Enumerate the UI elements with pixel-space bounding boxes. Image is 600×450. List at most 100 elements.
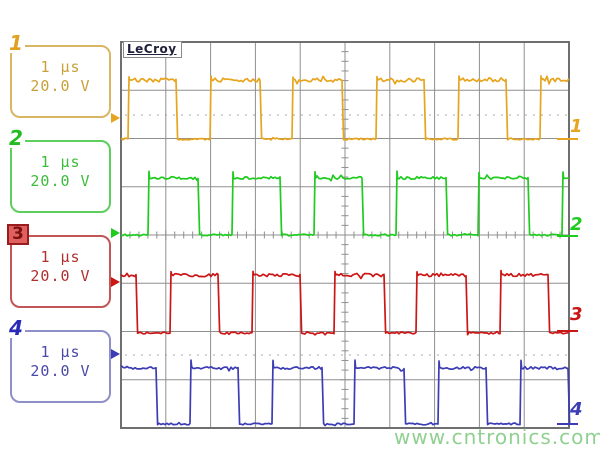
zero-level-dots-ch4 [517,354,519,356]
waveform-ch3 [120,269,570,336]
zero-level-dots-ch1 [125,114,127,116]
channel-4-number-label: 4 [7,316,25,340]
zero-level-dots-ch4 [341,354,343,356]
zero-level-dots-ch1 [565,114,567,116]
zero-level-dots-ch4 [285,354,287,356]
zero-level-dots-ch1 [181,114,183,116]
zero-level-dots-ch1 [189,114,191,116]
channel-1-info-box: 1 µs 20.0 V [10,45,111,118]
zero-level-dots-ch4 [237,354,239,356]
zero-level-dots-ch1 [309,114,311,116]
zero-level-dots-ch1 [549,114,551,116]
zero-level-dots-ch4 [429,354,431,356]
zero-level-dots-ch4 [485,354,487,356]
channel-4-volts-per-div: 20.0 V [30,362,91,380]
zero-level-dots-ch4 [525,354,527,356]
zero-level-dots-ch1 [541,114,543,116]
zero-level-dots-ch4 [501,354,503,356]
channel-4-right-marker-label: 4 [570,399,583,420]
zero-level-dots-ch1 [493,114,495,116]
zero-level-dots-ch1 [405,114,407,116]
zero-level-dots-ch1 [477,114,479,116]
zero-level-dots-ch1 [133,114,135,116]
level-arrow-icon-ch3 [111,277,120,287]
zero-level-dots-ch4 [333,354,335,356]
zero-level-dots-ch1 [237,114,239,116]
zero-level-dots-ch4 [197,354,199,356]
zero-level-dots-ch4 [373,354,375,356]
waveform-ch1 [120,75,570,141]
level-arrow-icon-ch4 [111,349,120,359]
zero-level-dots-ch4 [173,354,175,356]
zero-level-dots-ch1 [333,114,335,116]
watermark-text: www.cntronics.com [394,425,600,449]
zero-level-dots-ch1 [349,114,351,116]
zero-level-dots-ch1 [461,114,463,116]
channel-1-number-label: 1 [7,31,25,55]
zero-level-dots-ch1 [517,114,519,116]
zero-level-dots-ch1 [533,114,535,116]
zero-level-dots-ch1 [501,114,503,116]
zero-level-dots-ch4 [293,354,295,356]
zero-level-dots-ch1 [293,114,295,116]
zero-level-dots-ch1 [485,114,487,116]
zero-level-dots-ch4 [157,354,159,356]
zero-level-dots-ch4 [557,354,559,356]
zero-level-dots-ch1 [453,114,455,116]
zero-level-dots-ch1 [365,114,367,116]
zero-level-dots-ch4 [205,354,207,356]
zero-level-dots-ch1 [429,114,431,116]
zero-level-dots-ch4 [405,354,407,356]
zero-level-dots-ch4 [461,354,463,356]
zero-level-dots-ch4 [397,354,399,356]
zero-level-dots-ch1 [381,114,383,116]
zero-level-dots-ch4 [437,354,439,356]
zero-level-dots-ch1 [245,114,247,116]
channel-3-info-box: 1 µs 20.0 V [10,235,111,308]
zero-level-dots-ch4 [365,354,367,356]
zero-level-dots-ch4 [453,354,455,356]
zero-level-dots-ch4 [149,354,151,356]
zero-level-dots-ch4 [277,354,279,356]
channel-3-timebase: 1 µs [40,248,81,266]
zero-level-dots-ch4 [269,354,271,356]
channel-1-timebase: 1 µs [40,58,81,76]
zero-level-dots-ch4 [565,354,567,356]
zero-level-dots-ch4 [493,354,495,356]
zero-level-dots-ch1 [141,114,143,116]
zero-level-dots-ch1 [269,114,271,116]
zero-level-dots-ch4 [469,354,471,356]
zero-level-dots-ch1 [373,114,375,116]
zero-level-dots-ch4 [533,354,535,356]
zero-level-dots-ch4 [317,354,319,356]
zero-level-dots-ch1 [437,114,439,116]
zero-level-dots-ch4 [229,354,231,356]
zero-level-dots-ch4 [549,354,551,356]
channel-2-timebase: 1 µs [40,153,81,171]
zero-level-dots-ch4 [189,354,191,356]
zero-level-dots-ch1 [469,114,471,116]
zero-level-dots-ch4 [509,354,511,356]
zero-level-dots-ch1 [213,114,215,116]
zero-level-dots-ch4 [181,354,183,356]
zero-level-dots-ch1 [253,114,255,116]
zero-level-dots-ch1 [557,114,559,116]
channel-2-number-label: 2 [7,126,25,150]
channel-4-info-box: 1 µs 20.0 V [10,330,111,403]
zero-level-dots-ch4 [125,354,127,356]
zero-level-dots-ch4 [349,354,351,356]
channel-2-right-marker-label: 2 [570,214,583,235]
zero-level-dots-ch4 [261,354,263,356]
zero-level-dots-ch4 [381,354,383,356]
zero-level-dots-ch1 [173,114,175,116]
channel-3-number-badge: 3 [7,224,29,245]
zero-level-dots-ch4 [133,354,135,356]
zero-level-dots-ch4 [325,354,327,356]
zero-level-dots-ch1 [397,114,399,116]
zero-level-dots-ch4 [541,354,543,356]
channel-2-volts-per-div: 20.0 V [30,172,91,190]
zero-level-dots-ch4 [213,354,215,356]
channel-2-info-box: 1 µs 20.0 V [10,140,111,213]
